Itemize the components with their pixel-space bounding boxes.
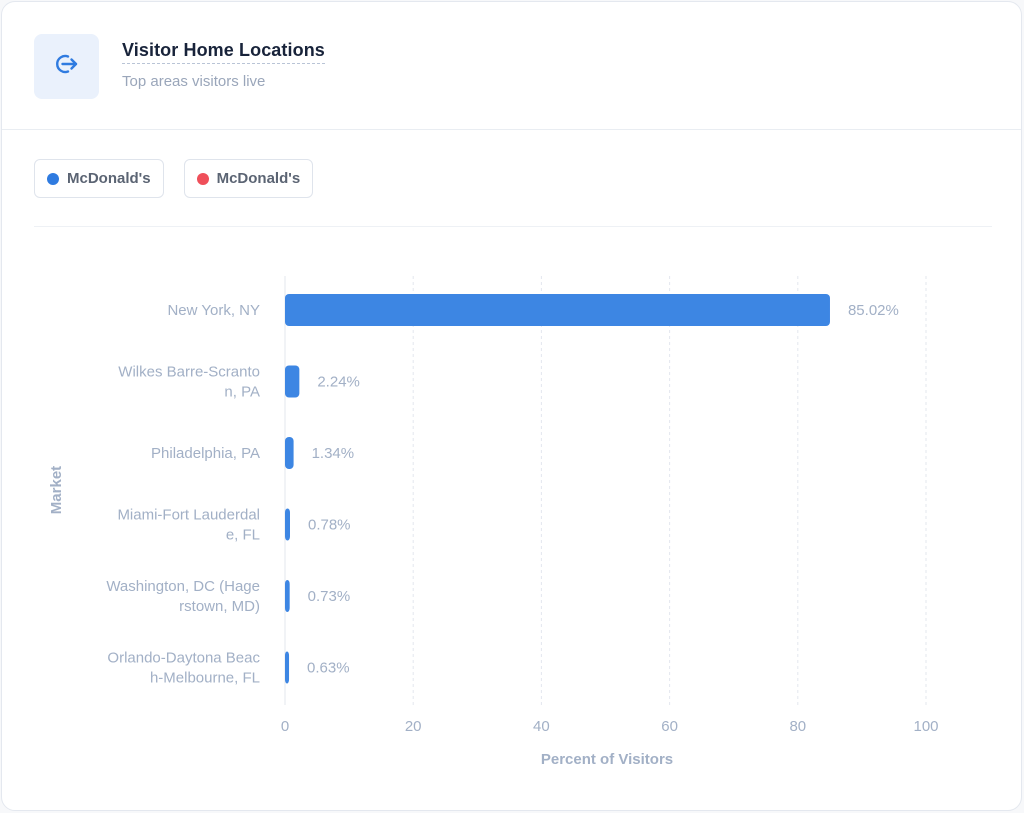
x-axis-title: Percent of Visitors [541,751,673,768]
legend-item-series-1[interactable]: McDonald's [34,159,164,198]
bar-value-label: 1.34% [312,445,355,462]
legend-item-series-2[interactable]: McDonald's [183,159,314,198]
bar [285,365,300,398]
header-icon-box [34,34,99,99]
x-tick-label: 0 [281,718,289,735]
y-tick-label: e, FL [226,527,260,544]
legend-label: McDonald's [67,170,151,187]
legend-dot-icon [196,172,209,185]
card-title[interactable]: Visitor Home Locations [122,40,325,64]
bar [285,294,830,326]
bar-value-label: 0.63% [307,660,350,677]
bar-value-label: 85.02% [848,302,899,319]
legend-dot-icon [47,172,59,185]
y-tick-label: Washington, DC (Hage [106,578,260,595]
bar [285,437,294,469]
card-subtitle: Top areas visitors live [122,73,266,90]
x-tick-label: 100 [913,718,938,735]
y-tick-label: n, PA [224,384,260,401]
y-tick-label: rstown, MD) [179,598,260,615]
x-tick-label: 20 [405,718,422,735]
y-tick-label: Wilkes Barre-Scranto [118,364,260,381]
y-axis-title: Market [48,466,65,514]
y-tick-label: h-Melbourne, FL [150,670,260,687]
bar-value-label: 0.78% [308,517,351,534]
y-tick-label: New York, NY [167,302,260,319]
x-tick-label: 40 [533,718,550,735]
legend-label: McDonald's [216,170,301,187]
bar [285,580,290,612]
bar-value-label: 0.73% [308,588,351,605]
y-tick-label: Orlando-Daytona Beac [107,650,260,667]
bar [285,651,290,684]
legend: McDonald's McDonald's [34,159,314,198]
card-header: Visitor Home Locations Top areas visitor… [2,2,1021,130]
bar [285,508,290,541]
x-tick-label: 80 [789,718,806,735]
arrow-right-from-circle-icon [53,50,81,83]
y-tick-label: Miami-Fort Lauderdal [117,507,260,524]
divider [34,226,992,227]
bar-value-label: 2.24% [317,374,360,391]
x-tick-label: 60 [661,718,678,735]
y-tick-label: Philadelphia, PA [151,445,260,462]
